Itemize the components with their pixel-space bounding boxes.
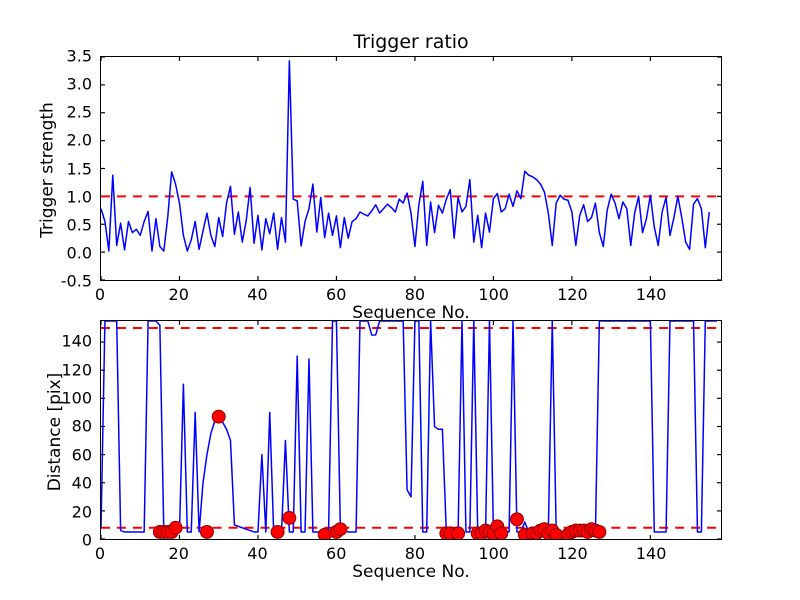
xtick-label: 120 xyxy=(557,285,588,304)
data-marker xyxy=(509,512,524,527)
bottom-plot-xtick-labels: 0 20 40 60 80 100 120 140 xyxy=(95,544,722,566)
xtick-label: 100 xyxy=(478,285,509,304)
data-marker xyxy=(270,525,285,539)
xtick-label: 40 xyxy=(247,544,268,563)
xtick-label: 100 xyxy=(478,544,509,563)
xtick-label: 20 xyxy=(168,544,189,563)
ytick-label: 60 xyxy=(71,445,92,465)
xtick-label: 120 xyxy=(557,544,588,563)
ytick-label: -0.5 xyxy=(60,271,92,291)
ytick-label: 100 xyxy=(61,388,92,408)
top-plot-xtick-labels: 0 20 40 60 80 100 120 140 xyxy=(95,285,722,307)
bottom-plot-ytick-labels: 0 20 40 60 80 100 120 140 xyxy=(0,320,92,550)
ytick-label: 140 xyxy=(61,331,92,351)
data-marker xyxy=(494,526,509,539)
ytick-label: 120 xyxy=(61,360,92,380)
xtick-label: 0 xyxy=(94,544,106,563)
xtick-label: 20 xyxy=(168,285,189,304)
top-plot-canvas xyxy=(101,57,721,280)
data-marker xyxy=(451,526,466,539)
ytick-label: 1.5 xyxy=(66,159,92,178)
xtick-label: 80 xyxy=(404,544,426,563)
figure-title: Trigger ratio xyxy=(353,31,469,53)
ytick-label: 2.5 xyxy=(66,102,92,122)
xtick-label: 140 xyxy=(635,544,667,563)
bottom-plot-axes xyxy=(100,320,722,540)
ytick-label: 3.0 xyxy=(66,74,92,94)
xtick-label: 60 xyxy=(326,544,347,563)
ytick-label: 2.0 xyxy=(66,130,92,150)
bottom-plot-xlabel: Sequence No. xyxy=(352,562,470,582)
data-line xyxy=(101,321,718,533)
xtick-label: 140 xyxy=(635,285,667,304)
data-marker xyxy=(211,409,226,424)
data-marker xyxy=(282,510,297,525)
data-marker xyxy=(549,527,564,539)
ytick-label: 80 xyxy=(71,416,92,436)
top-plot-axes xyxy=(100,56,722,281)
xtick-label: 40 xyxy=(247,285,268,304)
ytick-label: 1.0 xyxy=(66,187,92,207)
top-plot-ytick-labels: -0.5 0.0 0.5 1.0 1.5 2.0 2.5 3.0 3.5 xyxy=(0,47,92,291)
data-marker xyxy=(168,520,183,535)
data-marker xyxy=(592,525,607,539)
xtick-label: 80 xyxy=(404,285,426,304)
data-marker xyxy=(317,527,332,539)
data-marker xyxy=(199,525,214,539)
data-marker xyxy=(333,522,348,537)
data-line xyxy=(101,60,710,252)
ytick-label: 0.0 xyxy=(66,243,92,263)
ytick-label: 0 xyxy=(81,530,92,550)
xtick-label: 60 xyxy=(326,285,347,304)
ytick-label: 40 xyxy=(71,473,92,493)
ytick-label: 3.5 xyxy=(66,46,92,66)
ytick-label: 20 xyxy=(71,502,92,522)
xtick-label: 0 xyxy=(94,285,106,304)
top-plot-xlabel: Sequence No. xyxy=(352,303,470,323)
ytick-label: 0.5 xyxy=(66,215,92,235)
bottom-plot-canvas xyxy=(101,321,721,539)
